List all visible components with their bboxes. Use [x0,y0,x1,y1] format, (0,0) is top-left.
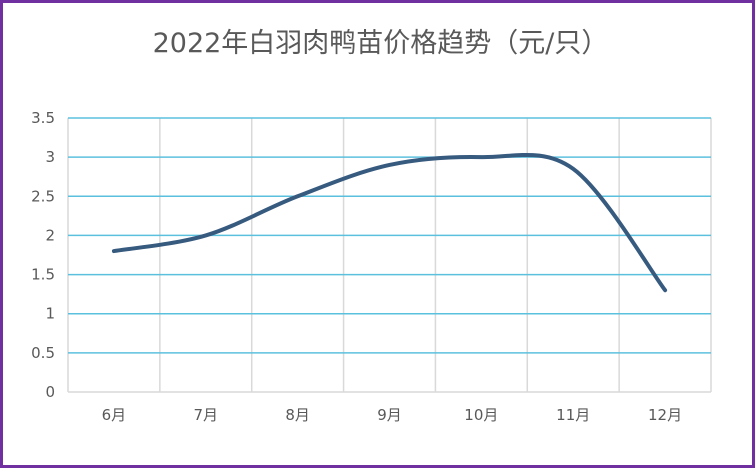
y-tick-label: 0 [45,383,55,401]
x-tick-label: 7月 [194,406,219,424]
data-point [663,288,667,292]
data-point [479,155,483,159]
x-tick-label: 8月 [285,406,310,424]
y-tick-label: 0.5 [31,344,55,362]
series-line [111,152,668,293]
data-point [204,233,208,237]
y-tick-label: 3.5 [31,109,55,127]
data-point [296,194,300,198]
x-tick-label: 12月 [648,406,682,424]
y-tick-label: 3 [45,148,55,166]
y-tick-label: 1.5 [31,266,55,284]
data-point [388,163,392,167]
x-tick-label: 9月 [377,406,402,424]
data-point [571,167,575,171]
y-tick-label: 2 [45,226,55,244]
y-tick-label: 2.5 [31,187,55,205]
data-point [112,249,116,253]
x-tick-label: 10月 [464,406,498,424]
chart-title: 2022年白羽肉鸭苗价格趋势（元/只） [152,28,609,59]
x-tick-label: 11月 [556,406,590,424]
x-tick-label: 6月 [102,406,127,424]
y-tick-label: 1 [45,305,55,323]
